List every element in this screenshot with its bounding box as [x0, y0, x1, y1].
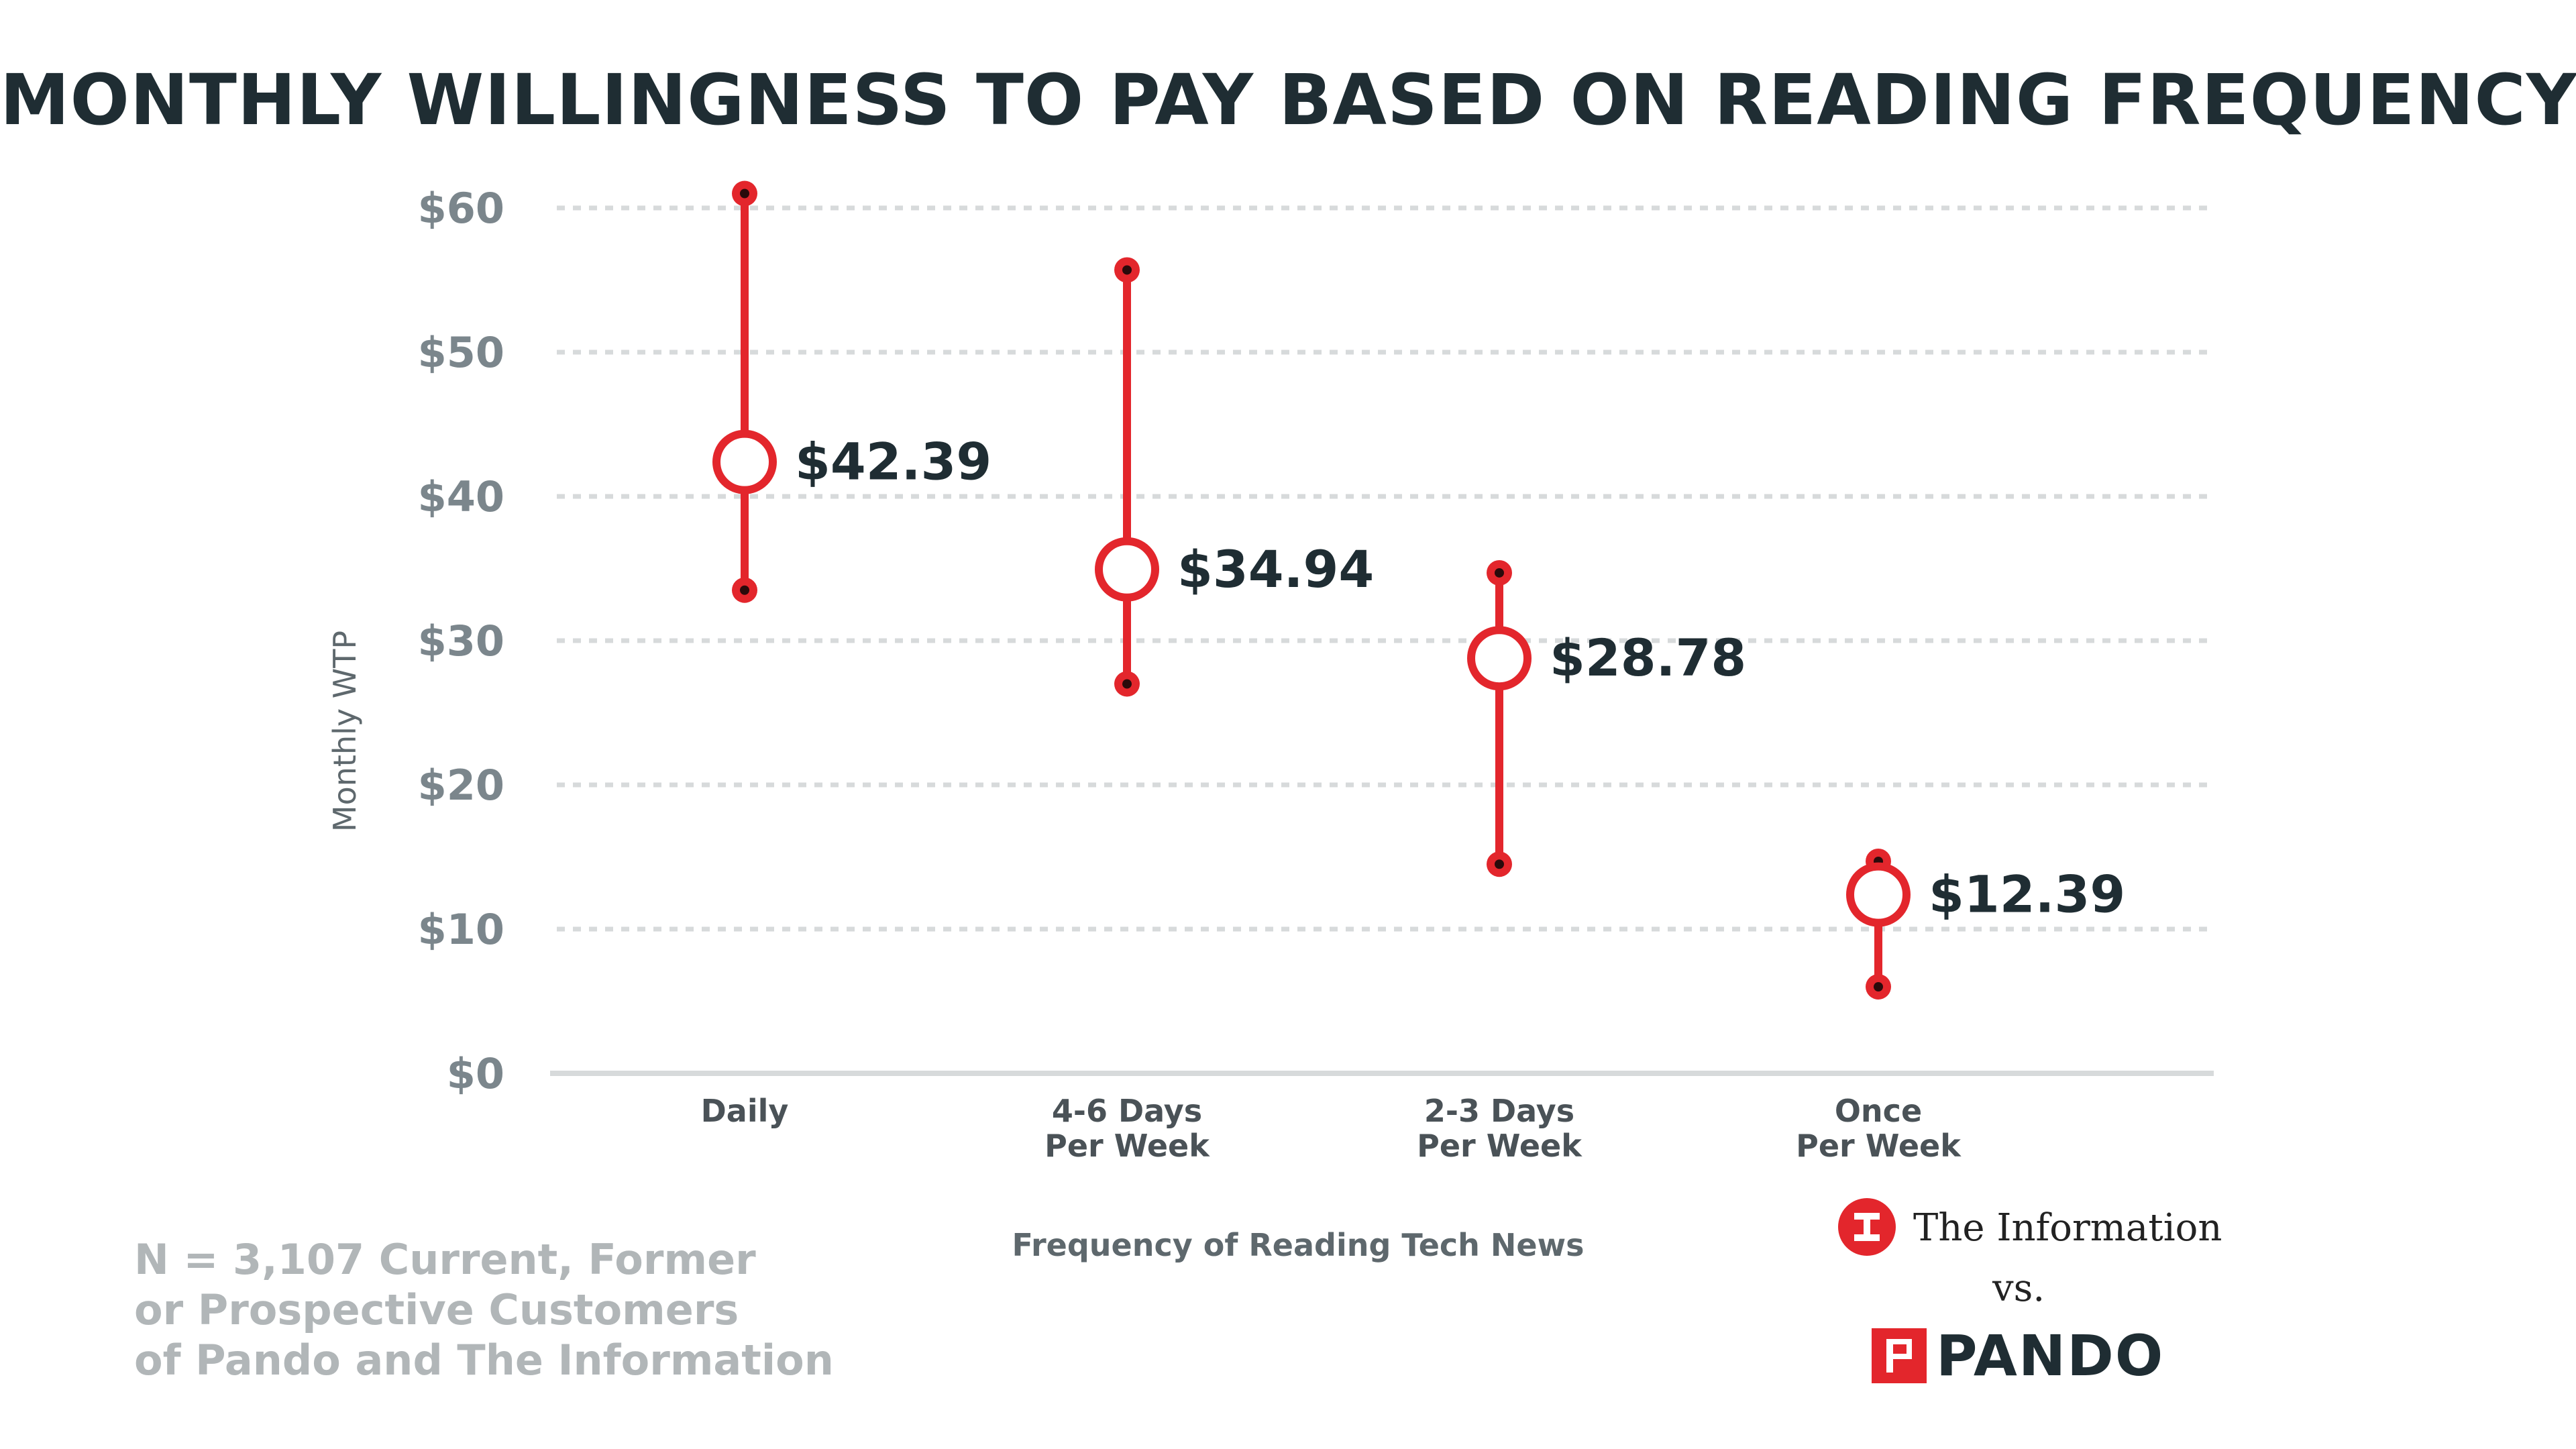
mean-value-label: $34.94: [1177, 539, 1374, 599]
grid-lines: [550, 205, 2214, 1076]
range-low-point-core: [1874, 982, 1883, 991]
x-tick-label: Daily: [701, 1093, 789, 1129]
mean-point: [1095, 537, 1159, 602]
the-information-logo-icon: [1838, 1198, 1896, 1256]
range-high-point-core: [740, 189, 749, 199]
pando-name: PANDO: [1936, 1323, 2165, 1389]
x-tick-label: 2-3 Days: [1424, 1093, 1574, 1129]
footnote-line: or Prospective Customers: [134, 1285, 739, 1334]
y-tick-label: $60: [418, 184, 504, 233]
the-information-name: The Information: [1913, 1206, 2222, 1250]
x-tick-label: Once: [1835, 1093, 1922, 1129]
range-high-point-core: [1122, 265, 1132, 275]
sample-size-footnote: N = 3,107 Current, Former or Prospective…: [134, 1234, 1006, 1385]
y-tick-label: $50: [418, 328, 504, 377]
x-tick-label: Per Week: [1044, 1128, 1210, 1164]
mean-point: [1467, 626, 1532, 691]
versus-label: vs.: [1992, 1267, 2045, 1310]
range-marks: $42.39 $34.94 $28.78 $12.39: [712, 180, 2125, 1000]
range-high-point-core: [1495, 568, 1504, 578]
brand-block: The Information vs. PANDO: [1811, 1194, 2254, 1395]
footnote-line: of Pando and The Information: [134, 1336, 834, 1385]
mean-point: [712, 429, 777, 494]
mean-value-label: $28.78: [1550, 628, 1746, 688]
x-axis-title: Frequency of Reading Tech News: [1012, 1227, 1585, 1263]
y-axis-title: Monthly WTP: [327, 631, 363, 832]
footnote-line: N = 3,107 Current, Former: [134, 1235, 756, 1284]
x-tick-label: 4-6 Days: [1052, 1093, 1202, 1129]
y-tick-label: $20: [418, 761, 504, 810]
range-low-point-core: [1122, 679, 1132, 689]
x-tick-label: Per Week: [1796, 1128, 1962, 1164]
chart-title: MONTHLY WILLINGNESS TO PAY BASED ON READ…: [0, 59, 2576, 141]
x-tick-label: Per Week: [1417, 1128, 1582, 1164]
y-axis-ticks: $0 $10 $20 $30 $40 $50 $60: [418, 184, 504, 1098]
mean-value-label: $42.39: [795, 432, 991, 492]
mean-value-label: $12.39: [1929, 865, 2125, 924]
range-low-point-core: [740, 585, 749, 595]
pando-logo-icon: [1872, 1328, 1927, 1383]
y-tick-label: $40: [418, 472, 504, 521]
range-low-point-core: [1495, 859, 1504, 869]
y-tick-label: $30: [418, 616, 504, 665]
y-tick-label: $0: [447, 1049, 504, 1098]
y-tick-label: $10: [418, 905, 504, 954]
mean-point: [1846, 862, 1911, 927]
